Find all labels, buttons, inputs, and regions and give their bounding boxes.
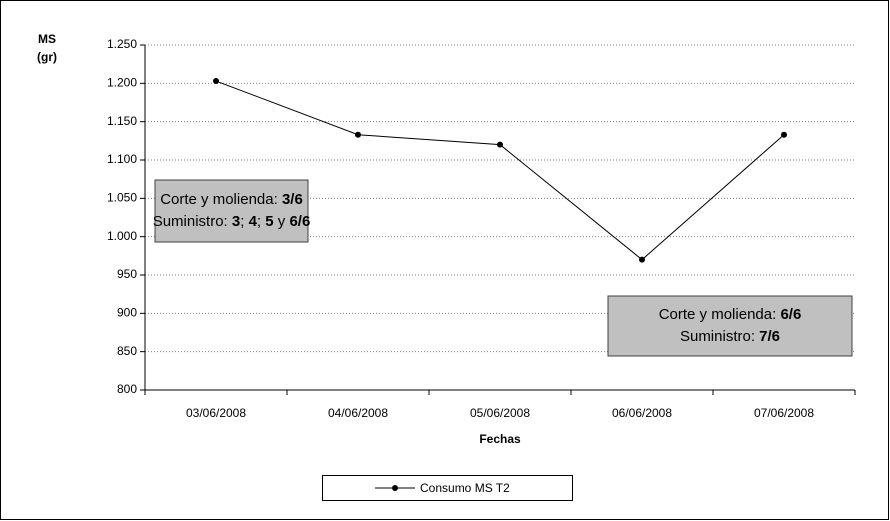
annotation-text: 3 [232,213,240,230]
legend-marker [392,485,398,491]
annotation-text: ; [257,213,265,230]
x-tick-label: 06/06/2008 [612,406,672,420]
y-tick-label: 900 [117,306,137,320]
annotation-text: Corte y molienda: [160,191,282,208]
data-point [497,141,503,148]
annotation-line: Corte y molienda: 3/6 [160,191,303,208]
x-tick-label: 05/06/2008 [470,406,530,420]
y-tick-label: 950 [117,267,137,281]
y-tick-label: 1.200 [107,76,137,90]
annotation-box [607,295,853,357]
y-tick-label: 1.000 [107,229,137,243]
annotation-text: 6/6 [289,213,310,230]
x-tick-label: 07/06/2008 [754,406,814,420]
y-tick-label: 1.050 [107,191,137,205]
annotation-text: 5 [265,213,273,230]
y-tick-label: 1.250 [107,37,137,51]
annotation-text: ; [240,213,248,230]
annotation-box [154,179,309,243]
data-point [213,78,219,85]
y-axis-label: MS [38,32,56,46]
x-tick-label: 04/06/2008 [328,406,388,420]
annotation-line: Suministro: 7/6 [680,328,780,345]
y-tick-label: 1.100 [107,152,137,166]
legend-box [322,475,573,501]
annotation-text: y [274,213,290,230]
annotation-text: Corte y molienda: [659,306,781,323]
data-point [781,131,787,138]
data-point [639,256,645,263]
annotation-text: Suministro: [153,213,232,230]
annotation-text: 3/6 [282,191,303,208]
annotation-text: 6/6 [780,306,801,323]
y-tick-label: 1.150 [107,114,137,128]
y-axis-label: (gr) [37,50,57,64]
y-tick-label: 850 [117,344,137,358]
data-point [355,131,361,138]
annotation-text: 4 [249,213,258,230]
x-tick-label: 03/06/2008 [186,406,246,420]
y-tick-label: 800 [117,382,137,396]
annotation-text: 7/6 [759,328,780,345]
x-axis-label: Fechas [479,432,521,446]
legend-label: Consumo MS T2 [420,481,510,495]
annotation-text: Suministro: [680,328,759,345]
annotation-line: Corte y molienda: 6/6 [659,306,802,323]
annotation: Corte y molienda: 3/6 Suministro: 3; 4; 5… [153,179,311,243]
annotation-line: Suministro: 3; 4; 5 y 6/6 [153,213,311,230]
